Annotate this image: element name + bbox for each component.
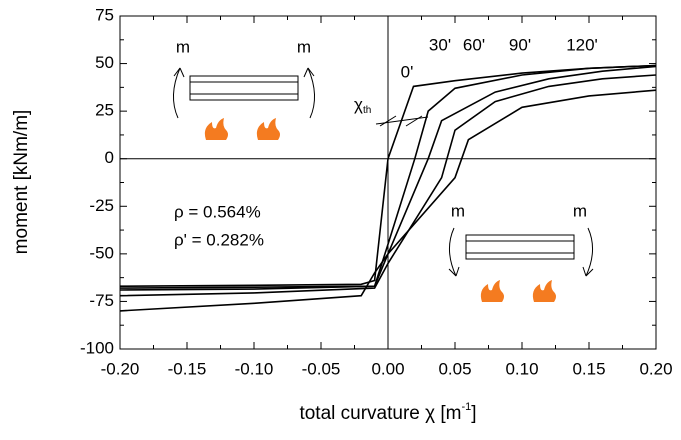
- y-tick-label: 0: [105, 148, 114, 167]
- y-tick-label: 25: [95, 101, 114, 120]
- y-tick-label: 50: [95, 53, 114, 72]
- y-tick-label: 75: [95, 5, 114, 24]
- chi-symbol: χ: [354, 95, 363, 114]
- y-axis-label: moment [kNm/m]: [11, 110, 32, 255]
- flame-icons-bottom: [480, 280, 556, 302]
- beam-icon-top: [173, 67, 315, 119]
- x-axis-label: total curvature χ [m-1]: [299, 401, 476, 424]
- series-line: [119, 65, 657, 291]
- x-label-sup: -1: [461, 401, 471, 413]
- y-tick-label: -50: [89, 243, 114, 262]
- moment-label: m: [451, 201, 465, 220]
- series-line: [119, 64, 657, 287]
- y-tick-label: -75: [89, 291, 114, 310]
- x-label-end: ]: [471, 403, 476, 424]
- x-tick-label: -0.20: [101, 359, 140, 378]
- series-label: 0': [401, 62, 414, 81]
- series-line: [119, 64, 657, 289]
- x-tick-label: 0.00: [371, 359, 404, 378]
- chi-th-label: χth: [354, 95, 371, 115]
- x-label-text: total curvature χ [m: [299, 403, 461, 424]
- x-tick-label: -0.05: [302, 359, 341, 378]
- x-tick-label: 0.10: [505, 359, 538, 378]
- series-line: [119, 74, 657, 297]
- rho-label: ρ = 0.564%: [174, 202, 261, 221]
- x-tick-label: 0.20: [639, 359, 672, 378]
- y-tick-label: -25: [89, 196, 114, 215]
- rho-prime-label: ρ' = 0.282%: [174, 230, 264, 249]
- x-tick-label: -0.10: [235, 359, 274, 378]
- chi-subscript: th: [363, 105, 371, 116]
- series-line: [119, 89, 657, 312]
- beam-icon-bottom: [448, 227, 594, 277]
- x-tick-label: -0.15: [168, 359, 207, 378]
- moment-label: m: [573, 201, 587, 220]
- series-label: 30': [429, 35, 451, 54]
- flame-icons-top: [204, 118, 280, 140]
- moment-label: m: [176, 37, 190, 56]
- series-label: 60': [463, 35, 485, 54]
- x-tick-label: 0.05: [438, 359, 471, 378]
- y-tick-label: -100: [80, 338, 114, 357]
- series-label: 120': [566, 35, 598, 54]
- series-label: 90': [509, 35, 531, 54]
- moment-label: m: [297, 37, 311, 56]
- x-tick-label: 0.15: [572, 359, 605, 378]
